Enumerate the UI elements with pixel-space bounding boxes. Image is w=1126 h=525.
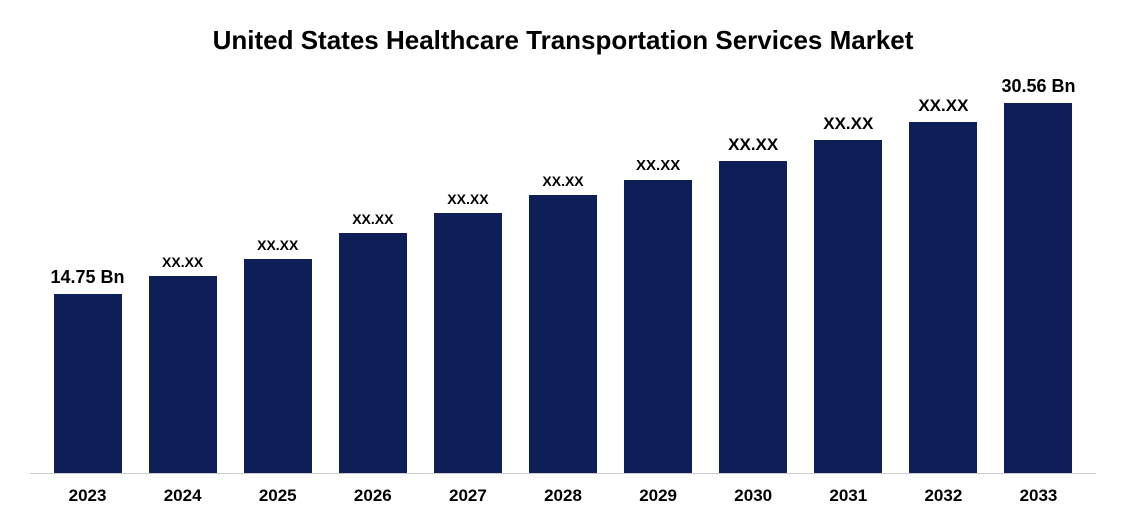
bar-value-label: 14.75 Bn bbox=[51, 267, 125, 288]
bar-value-label: 30.56 Bn bbox=[1001, 76, 1075, 97]
bar-group: 14.75 Bn bbox=[40, 76, 135, 473]
x-axis: 2023 2024 2025 2026 2027 2028 2029 2030 … bbox=[30, 474, 1096, 506]
x-axis-label: 2028 bbox=[515, 486, 610, 506]
x-axis-label: 2025 bbox=[230, 486, 325, 506]
bar-group: XX.XX bbox=[611, 76, 706, 473]
bar-group: XX.XX bbox=[135, 76, 230, 473]
x-axis-label: 2024 bbox=[135, 486, 230, 506]
bar-group: XX.XX bbox=[325, 76, 420, 473]
bar-2027 bbox=[434, 213, 502, 473]
bar-2028 bbox=[529, 195, 597, 473]
bar-value-label: XX.XX bbox=[542, 173, 583, 189]
bar-value-label: XX.XX bbox=[728, 135, 778, 155]
chart-plot-area: 14.75 Bn XX.XX XX.XX XX.XX XX.XX XX.XX bbox=[30, 76, 1096, 474]
bar-group: XX.XX bbox=[706, 76, 801, 473]
x-axis-label: 2029 bbox=[611, 486, 706, 506]
bar-value-label: XX.XX bbox=[352, 211, 393, 227]
bar-2024 bbox=[149, 276, 217, 473]
chart-title: United States Healthcare Transportation … bbox=[30, 25, 1096, 56]
bar-value-label: XX.XX bbox=[447, 191, 488, 207]
bar-2031 bbox=[814, 140, 882, 473]
bar-2029 bbox=[624, 180, 692, 473]
chart-container: United States Healthcare Transportation … bbox=[0, 0, 1126, 525]
x-axis-label: 2030 bbox=[706, 486, 801, 506]
bar-value-label: XX.XX bbox=[257, 237, 298, 253]
bar-group: XX.XX bbox=[801, 76, 896, 473]
x-axis-label: 2032 bbox=[896, 486, 991, 506]
x-axis-label: 2033 bbox=[991, 486, 1086, 506]
x-axis-label: 2027 bbox=[420, 486, 515, 506]
bar-group: XX.XX bbox=[230, 76, 325, 473]
bar-group: XX.XX bbox=[515, 76, 610, 473]
x-axis-label: 2026 bbox=[325, 486, 420, 506]
bar-2033 bbox=[1004, 103, 1072, 473]
bar-value-label: XX.XX bbox=[823, 114, 873, 134]
bar-2032 bbox=[909, 122, 977, 473]
bar-value-label: XX.XX bbox=[918, 96, 968, 116]
bar-group: XX.XX bbox=[420, 76, 515, 473]
bar-group: 30.56 Bn bbox=[991, 76, 1086, 473]
bar-2026 bbox=[339, 233, 407, 473]
bar-2025 bbox=[244, 259, 312, 473]
bar-2030 bbox=[719, 161, 787, 473]
bar-value-label: XX.XX bbox=[162, 254, 203, 270]
bars-wrapper: 14.75 Bn XX.XX XX.XX XX.XX XX.XX XX.XX bbox=[30, 76, 1096, 473]
x-axis-label: 2023 bbox=[40, 486, 135, 506]
bar-group: XX.XX bbox=[896, 76, 991, 473]
bar-2023 bbox=[54, 294, 122, 473]
x-axis-label: 2031 bbox=[801, 486, 896, 506]
bar-value-label: XX.XX bbox=[636, 157, 680, 174]
